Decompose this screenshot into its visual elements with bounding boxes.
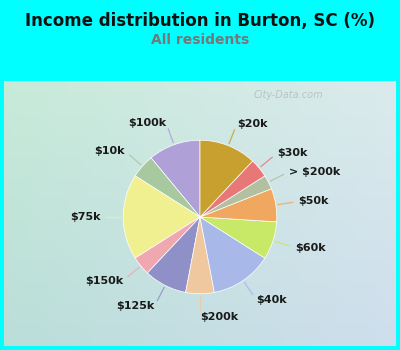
Text: > $200k: > $200k (289, 167, 340, 177)
Text: $40k: $40k (256, 295, 287, 304)
Text: $150k: $150k (85, 275, 123, 286)
Wedge shape (151, 140, 200, 217)
Text: $125k: $125k (116, 301, 155, 311)
Text: City-Data.com: City-Data.com (253, 90, 323, 99)
Wedge shape (200, 161, 265, 217)
Text: $200k: $200k (200, 312, 238, 322)
Text: $75k: $75k (70, 212, 100, 222)
Text: $100k: $100k (128, 118, 166, 128)
Text: $30k: $30k (277, 148, 307, 159)
Text: $10k: $10k (95, 146, 125, 156)
Text: All residents: All residents (151, 33, 249, 47)
Wedge shape (200, 217, 277, 258)
Wedge shape (135, 158, 200, 217)
Wedge shape (123, 176, 200, 258)
Wedge shape (200, 189, 277, 222)
Wedge shape (135, 217, 200, 273)
Wedge shape (200, 217, 265, 292)
Wedge shape (200, 176, 271, 217)
Text: Income distribution in Burton, SC (%): Income distribution in Burton, SC (%) (25, 12, 375, 30)
Text: $20k: $20k (237, 119, 267, 129)
Text: $60k: $60k (295, 243, 326, 253)
Wedge shape (148, 217, 200, 292)
Wedge shape (200, 140, 252, 217)
Wedge shape (186, 217, 214, 294)
Text: $50k: $50k (298, 196, 329, 206)
